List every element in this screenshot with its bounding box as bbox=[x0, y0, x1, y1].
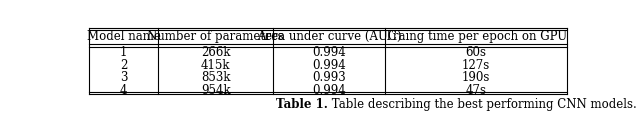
Text: Traing time per epoch on GPU: Traing time per epoch on GPU bbox=[385, 30, 567, 43]
Text: Table 1.: Table 1. bbox=[276, 98, 328, 111]
Text: 4: 4 bbox=[120, 84, 127, 97]
Text: 853k: 853k bbox=[201, 71, 230, 84]
Text: Number of parameters: Number of parameters bbox=[147, 30, 284, 43]
Text: 60s: 60s bbox=[466, 46, 487, 59]
Text: Table describing the best performing CNN models.: Table describing the best performing CNN… bbox=[328, 98, 637, 111]
Text: 0.993: 0.993 bbox=[312, 71, 346, 84]
Text: 0.994: 0.994 bbox=[312, 46, 346, 59]
Text: 190s: 190s bbox=[462, 71, 490, 84]
Text: Area under curve (AUC): Area under curve (AUC) bbox=[257, 30, 401, 43]
Text: 954k: 954k bbox=[201, 84, 230, 97]
Text: 1: 1 bbox=[120, 46, 127, 59]
Text: 415k: 415k bbox=[201, 59, 230, 72]
Text: 3: 3 bbox=[120, 71, 127, 84]
Text: Model name: Model name bbox=[86, 30, 161, 43]
Text: 0.994: 0.994 bbox=[312, 59, 346, 72]
Text: 266k: 266k bbox=[201, 46, 230, 59]
Text: 2: 2 bbox=[120, 59, 127, 72]
Text: 127s: 127s bbox=[462, 59, 490, 72]
Text: 0.994: 0.994 bbox=[312, 84, 346, 97]
Text: 47s: 47s bbox=[466, 84, 487, 97]
